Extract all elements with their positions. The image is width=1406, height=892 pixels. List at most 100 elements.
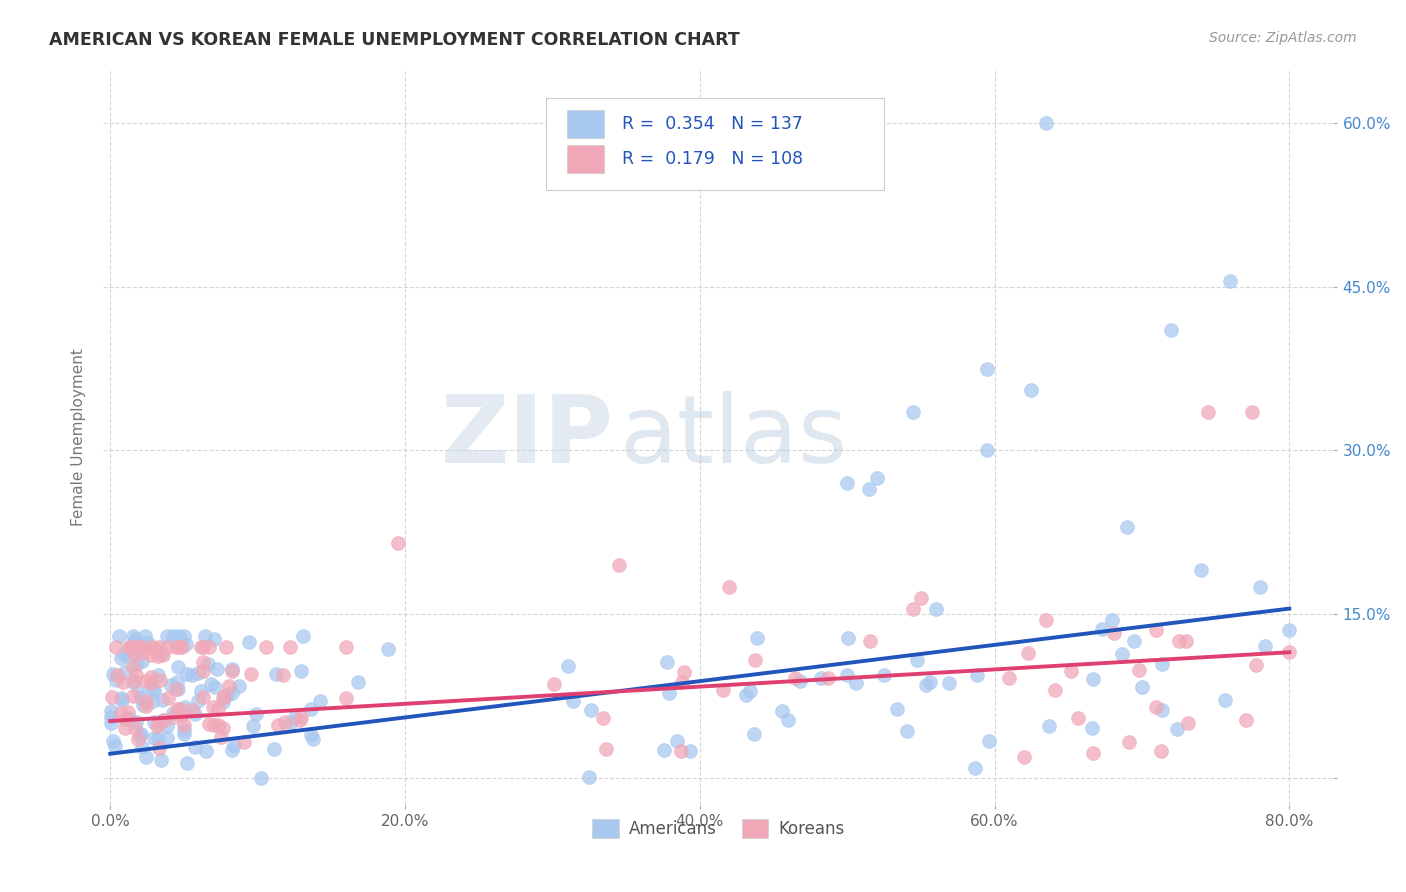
Point	[245, 707, 267, 722]
Point	[149, 673, 172, 687]
Point	[1067, 711, 1090, 725]
Point	[1219, 274, 1241, 288]
Point	[592, 711, 614, 725]
Point	[903, 405, 925, 419]
Point	[148, 667, 170, 681]
Point	[132, 640, 155, 654]
Point	[977, 733, 1000, 747]
Point	[1144, 624, 1167, 638]
Point	[184, 706, 207, 721]
Point	[1102, 626, 1125, 640]
Point	[191, 690, 214, 705]
Point	[211, 690, 233, 705]
Text: R =  0.354   N = 137: R = 0.354 N = 137	[623, 115, 803, 133]
Point	[215, 688, 238, 702]
Point	[187, 694, 209, 708]
Point	[101, 690, 124, 705]
Point	[1167, 633, 1189, 648]
Point	[110, 651, 132, 665]
Point	[1091, 622, 1114, 636]
Point	[101, 734, 124, 748]
Point	[915, 678, 938, 692]
Point	[167, 640, 190, 654]
Point	[146, 649, 169, 664]
Point	[187, 666, 209, 681]
Point	[1038, 719, 1060, 733]
Text: atlas: atlas	[620, 391, 848, 483]
Y-axis label: Female Unemployment: Female Unemployment	[72, 348, 86, 525]
Point	[148, 715, 170, 730]
Point	[607, 558, 630, 572]
Point	[652, 743, 675, 757]
Point	[112, 648, 135, 662]
Point	[254, 640, 277, 654]
Point	[114, 665, 136, 680]
Point	[141, 648, 163, 662]
Point	[221, 685, 243, 699]
Point	[112, 675, 135, 690]
Point	[176, 756, 198, 771]
Point	[129, 691, 152, 706]
Point	[180, 703, 202, 717]
Point	[347, 675, 370, 690]
Point	[789, 674, 811, 689]
Point	[170, 707, 193, 722]
Point	[143, 731, 166, 746]
Point	[173, 723, 195, 737]
Point	[274, 714, 297, 729]
Point	[193, 655, 215, 669]
Point	[1160, 323, 1182, 337]
Point	[672, 665, 695, 679]
Point	[679, 744, 702, 758]
Point	[124, 647, 146, 661]
Point	[747, 631, 769, 645]
Point	[160, 678, 183, 692]
Point	[910, 591, 932, 605]
Point	[903, 601, 925, 615]
Point	[222, 738, 245, 752]
Point	[865, 471, 887, 485]
Point	[284, 710, 307, 724]
Point	[387, 536, 409, 550]
Point	[156, 629, 179, 643]
Point	[111, 692, 134, 706]
Point	[280, 714, 302, 729]
Point	[202, 718, 225, 732]
Point	[201, 699, 224, 714]
Text: ZIP: ZIP	[440, 391, 613, 483]
Point	[103, 667, 125, 681]
Point	[1128, 663, 1150, 677]
Point	[810, 671, 832, 685]
Point	[1060, 665, 1083, 679]
Point	[221, 662, 243, 676]
Point	[264, 667, 287, 681]
Point	[309, 694, 332, 708]
Point	[165, 640, 187, 654]
Point	[776, 713, 799, 727]
Point	[148, 740, 170, 755]
Point	[886, 702, 908, 716]
Point	[998, 671, 1021, 685]
Point	[278, 640, 301, 654]
Point	[671, 675, 693, 690]
Point	[152, 648, 174, 662]
Point	[1241, 405, 1264, 419]
Point	[292, 629, 315, 643]
Point	[1244, 657, 1267, 672]
Point	[1017, 646, 1039, 660]
Point	[135, 694, 157, 708]
Point	[242, 719, 264, 733]
Point	[1130, 681, 1153, 695]
Point	[976, 443, 998, 458]
Point	[127, 732, 149, 747]
Point	[197, 717, 219, 731]
Point	[207, 702, 229, 716]
Point	[228, 679, 250, 693]
Point	[744, 653, 766, 667]
Point	[837, 631, 859, 645]
Point	[104, 640, 127, 654]
Point	[195, 744, 218, 758]
Point	[197, 640, 219, 654]
Point	[205, 661, 228, 675]
Point	[128, 685, 150, 699]
